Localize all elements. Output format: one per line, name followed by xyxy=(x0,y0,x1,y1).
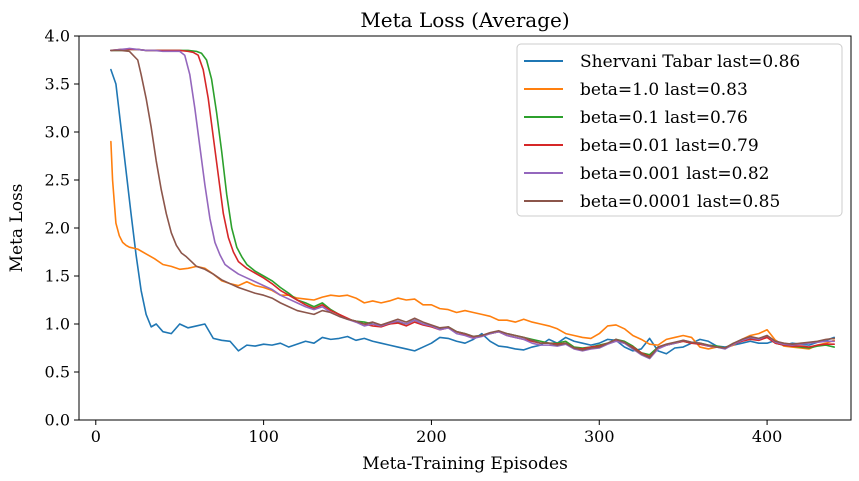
y-tick-label: 2.0 xyxy=(45,219,70,238)
legend-label-2: beta=0.1 last=0.76 xyxy=(580,108,748,128)
legend-label-1: beta=1.0 last=0.83 xyxy=(580,80,748,100)
series-line-1 xyxy=(110,140,836,350)
y-tick-label: 0.0 xyxy=(45,411,70,430)
x-tick-label: 300 xyxy=(584,427,615,446)
series-lines-layer xyxy=(110,47,836,360)
y-tick-label: 3.0 xyxy=(45,123,70,142)
legend-label-3: beta=0.01 last=0.79 xyxy=(580,136,759,156)
legend-label-0: Shervani Tabar last=0.86 xyxy=(580,52,800,72)
x-tick-label: 0 xyxy=(91,427,101,446)
y-tick-label: 0.5 xyxy=(45,363,70,382)
x-tick-label: 100 xyxy=(248,427,279,446)
y-tick-label: 1.0 xyxy=(45,315,70,334)
y-tick-label: 2.5 xyxy=(45,171,70,190)
y-tick-label: 4.0 xyxy=(45,27,70,46)
legend-label-4: beta=0.001 last=0.82 xyxy=(580,164,769,184)
x-axis-label: Meta-Training Episodes xyxy=(362,454,568,474)
legend-label-5: beta=0.0001 last=0.85 xyxy=(580,192,780,212)
series-line-4 xyxy=(110,47,836,360)
ticks-layer: 0 100 200 300 400 0.0 0.5 1.0 1.5 2.0 2.5 3.0 3.5 4.0 xyxy=(45,27,783,447)
legend: Shervani Tabar last=0.86 beta=1.0 last=0.… xyxy=(516,43,843,217)
series-line-0 xyxy=(110,68,836,355)
legend-box xyxy=(516,43,843,217)
y-axis-label: Meta Loss xyxy=(7,184,27,273)
chart-title: Meta Loss (Average) xyxy=(360,8,569,32)
series-line-5 xyxy=(110,49,836,359)
x-tick-label: 400 xyxy=(752,427,783,446)
y-tick-label: 1.5 xyxy=(45,267,70,286)
y-tick-label: 3.5 xyxy=(45,75,70,94)
x-tick-label: 200 xyxy=(416,427,447,446)
